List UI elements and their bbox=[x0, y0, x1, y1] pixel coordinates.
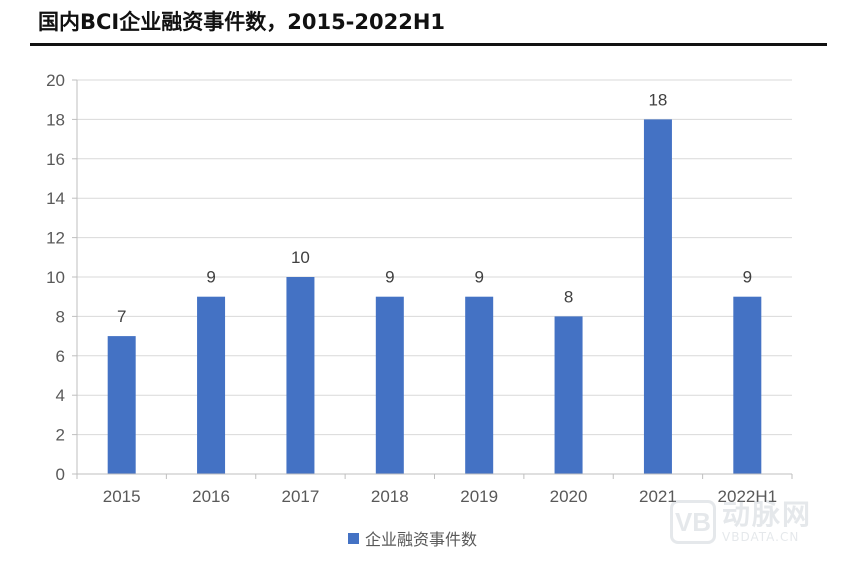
bar bbox=[465, 296, 494, 474]
x-tick-label: 2020 bbox=[550, 487, 588, 506]
x-tick-label: 2017 bbox=[282, 487, 320, 506]
legend-label: 企业融资事件数 bbox=[365, 530, 478, 549]
data-label: 10 bbox=[291, 248, 310, 267]
data-label: 18 bbox=[648, 90, 667, 109]
legend: 企业融资事件数 bbox=[348, 526, 477, 550]
x-axis: 2015 2016 2017 2018 2019 2020 2021 2022H1 bbox=[76, 473, 793, 506]
watermark: VB 动脉网 VBDATA.CN bbox=[670, 500, 812, 544]
bar bbox=[375, 296, 404, 474]
y-tick-label: 2 bbox=[56, 426, 65, 445]
gridlines bbox=[77, 79, 792, 436]
data-label: 7 bbox=[117, 307, 126, 326]
y-tick-label: 20 bbox=[46, 71, 65, 90]
data-labels: 7 9 10 9 9 8 18 9 bbox=[117, 90, 752, 326]
data-label: 9 bbox=[743, 268, 752, 287]
x-tick-label: 2021 bbox=[639, 487, 677, 506]
y-axis: 0 2 4 6 8 10 12 14 16 18 20 bbox=[46, 71, 78, 484]
title-rule bbox=[30, 43, 827, 46]
data-label: 9 bbox=[474, 268, 483, 287]
y-tick-label: 8 bbox=[56, 307, 65, 326]
data-label: 9 bbox=[206, 268, 215, 287]
x-tick-label: 2015 bbox=[103, 487, 141, 506]
bar bbox=[554, 316, 583, 474]
x-tick-label: 2022H1 bbox=[718, 487, 778, 506]
y-tick-label: 18 bbox=[46, 110, 65, 129]
x-tick-label: 2019 bbox=[460, 487, 498, 506]
x-tick-label: 2016 bbox=[192, 487, 230, 506]
bar bbox=[286, 277, 315, 474]
chart-title: 国内BCI企业融资事件数，2015-2022H1 bbox=[38, 10, 446, 34]
watermark-url: VBDATA.CN bbox=[722, 530, 800, 544]
legend-swatch bbox=[348, 532, 359, 544]
x-tick-label: 2018 bbox=[371, 487, 409, 506]
bars bbox=[107, 119, 762, 475]
watermark-name: 动脉网 bbox=[722, 498, 813, 531]
bar bbox=[733, 296, 762, 474]
bar bbox=[197, 296, 226, 474]
data-label: 9 bbox=[385, 268, 394, 287]
y-tick-label: 0 bbox=[56, 465, 65, 484]
y-tick-label: 16 bbox=[46, 150, 65, 169]
bar bbox=[643, 119, 672, 475]
y-tick-label: 4 bbox=[56, 386, 65, 405]
y-tick-label: 12 bbox=[46, 229, 65, 248]
y-tick-label: 10 bbox=[46, 268, 65, 287]
y-tick-label: 6 bbox=[56, 347, 65, 366]
bar bbox=[107, 336, 136, 474]
data-label: 8 bbox=[564, 287, 573, 306]
vb-logo-icon: VB bbox=[670, 500, 716, 544]
y-tick-label: 14 bbox=[46, 189, 65, 208]
